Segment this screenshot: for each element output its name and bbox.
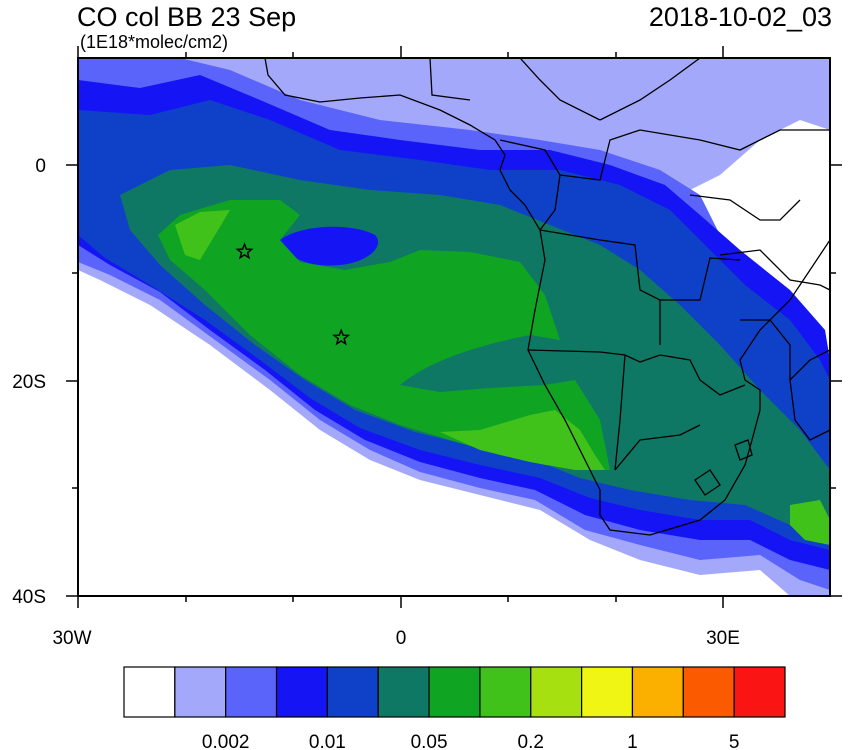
coastlines [264, 58, 830, 536]
border-line-5 [614, 424, 701, 471]
colorbar-label-4: 1 [627, 732, 638, 750]
border-line-13 [740, 319, 791, 380]
border-line-4 [614, 354, 626, 471]
colorbar-label-5: 5 [729, 732, 740, 750]
co-contours [78, 58, 830, 596]
colorbar-swatch-2 [225, 666, 278, 718]
madagascar-outline [789, 349, 830, 441]
border-line-8 [559, 129, 830, 181]
colorbar-label-2: 0.05 [411, 732, 448, 750]
border-line-10 [429, 58, 471, 101]
star-marker-2-star-icon [332, 328, 351, 346]
star-marker-1-star-icon [235, 242, 254, 260]
lesotho-outline [694, 469, 721, 496]
border-line-7 [660, 257, 741, 301]
border-line-3 [527, 349, 746, 396]
africa-coastline [264, 58, 830, 536]
colorbar-labels: 0.002 0.01 0.05 0.2 1 5 [202, 732, 740, 750]
colorbar-swatch-1 [174, 666, 227, 718]
border-line-9 [599, 58, 701, 121]
map-units: (1E18*molec/cm2) [80, 32, 229, 52]
border-line-2 [539, 229, 661, 345]
border-line-6 [719, 249, 830, 291]
colorbar-swatch-10 [631, 666, 684, 718]
lon-label-30e: 30E [706, 628, 740, 649]
contour-intrusion [400, 335, 575, 392]
colorbar-label-1: 0.01 [309, 732, 346, 750]
colorbar-swatch-7 [479, 666, 532, 718]
contour-level-7-c [790, 500, 830, 545]
axis-ticks [66, 46, 842, 608]
markers [235, 242, 351, 346]
contour-level-7-b [175, 210, 230, 260]
contour-level-7-a [440, 410, 605, 470]
colorbar-swatch-8 [530, 666, 583, 718]
border-line-12 [689, 194, 801, 221]
colorbar-swatch-3 [275, 666, 328, 718]
lat-label-40s: 40S [12, 587, 46, 608]
border-line-11 [519, 58, 601, 121]
colorbar-label-3: 0.2 [518, 732, 544, 750]
contour-level-6 [158, 200, 610, 470]
colorbar-swatch-6 [428, 666, 481, 718]
plot-frame [77, 57, 831, 597]
map-title: CO col BB 23 Sep [77, 2, 297, 32]
lon-label-30w: 30W [52, 628, 91, 649]
contour-hole [280, 226, 379, 266]
lat-label-0: 0 [35, 156, 46, 177]
colorbar-swatch-12 [733, 666, 786, 718]
map-datetime: 2018-10-02_03 [648, 2, 832, 32]
lon-label-0: 0 [396, 628, 407, 649]
colorbar-label-0: 0.002 [202, 732, 250, 750]
colorbar-swatch-0 [123, 666, 176, 718]
colorbar-swatch-5 [377, 666, 430, 718]
colorbar-swatch-11 [682, 666, 735, 718]
colorbar-swatch-9 [581, 666, 634, 718]
eswatini-outline [734, 439, 753, 461]
colorbar [123, 666, 786, 718]
lat-label-20s: 20S [12, 372, 46, 393]
colorbar-swatch-4 [326, 666, 379, 718]
